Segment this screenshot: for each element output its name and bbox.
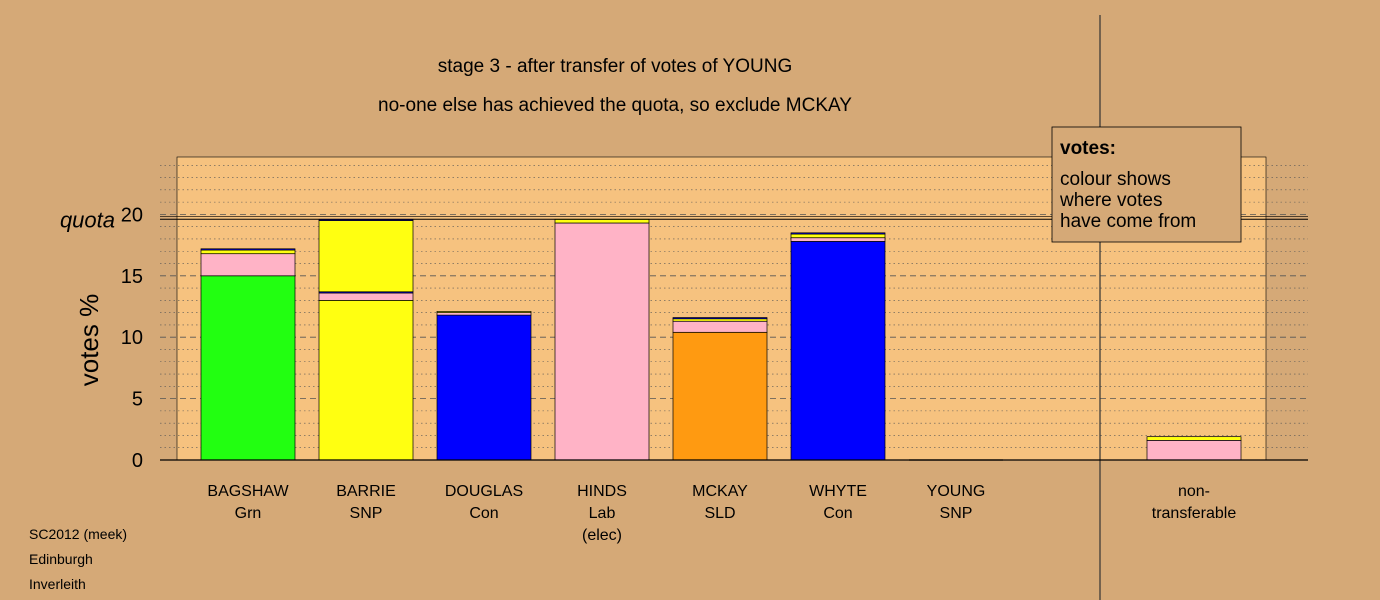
- y-axis-ticks: 0 5 10 15 20: [121, 204, 143, 472]
- bar-segment-whyte-con: [790, 241, 886, 461]
- y-axis-label: votes %: [74, 294, 104, 387]
- x-label-bagshaw-2: Grn: [235, 505, 262, 522]
- bar-segment-nontransferable-snp: [1146, 436, 1242, 441]
- y-tick-label: 20: [121, 204, 143, 226]
- bar-segment-bagshaw-lab: [200, 253, 296, 277]
- bar-segment-bagshaw-snp: [200, 249, 296, 255]
- x-label-hinds-1: HINDS: [577, 483, 627, 500]
- bars: [200, 218, 1242, 461]
- bar-segment-whyte-snp: [790, 233, 886, 239]
- x-label-douglas-1: DOUGLAS: [445, 483, 523, 500]
- x-label-nontransferable-1: non-: [1178, 483, 1210, 500]
- x-label-mckay-2: SLD: [704, 505, 735, 522]
- x-label-douglas-2: Con: [469, 505, 498, 522]
- bar-segment-bagshaw-grn: [200, 275, 296, 461]
- x-label-whyte-1: WHYTE: [809, 483, 867, 500]
- x-label-barrie-2: SNP: [350, 505, 383, 522]
- y-tick-label: 0: [132, 450, 143, 472]
- chart-subtitle: no-one else has achieved the quota, so e…: [378, 95, 852, 116]
- bar-segment-douglas-lab: [436, 312, 532, 316]
- bar-segment-whyte-con: [790, 232, 886, 235]
- bar-segment-nontransferable-lab: [1146, 440, 1242, 461]
- x-label-young-1: YOUNG: [927, 483, 986, 500]
- y-tick-label: 5: [132, 389, 143, 411]
- legend: votes: colour shows where votes have com…: [1051, 126, 1242, 243]
- bar-segment-barrie-lab: [318, 292, 414, 301]
- footer-line-3: Inverleith: [29, 576, 86, 592]
- x-label-whyte-2: Con: [823, 505, 852, 522]
- footer-line-2: Edinburgh: [29, 551, 93, 567]
- bar-segment-bagshaw-con: [200, 248, 296, 251]
- chart-title: stage 3 - after transfer of votes of YOU…: [438, 56, 792, 77]
- x-label-bagshaw-1: BAGSHAW: [207, 483, 289, 500]
- bar-segment-mckay-snp: [672, 318, 768, 322]
- bar-segment-mckay-con: [672, 317, 768, 320]
- bar-segment-barrie-snp: [318, 220, 414, 293]
- bar-segment-douglas-con: [436, 314, 532, 461]
- legend-line-3: have come from: [1060, 211, 1196, 232]
- x-label-barrie-1: BARRIE: [336, 483, 396, 500]
- bar-segment-mckay-sld: [672, 331, 768, 461]
- y-tick-label: 10: [121, 327, 143, 349]
- bar-segment-hinds-lab: [554, 222, 650, 461]
- legend-title: votes:: [1060, 138, 1116, 159]
- bar-segment-douglas-snp: [436, 311, 532, 313]
- y-tick-label: 15: [121, 266, 143, 288]
- legend-line-1: colour shows: [1060, 169, 1171, 190]
- legend-box: [1051, 126, 1242, 243]
- x-label-young-2: SNP: [940, 505, 973, 522]
- x-label-mckay-1: MCKAY: [692, 483, 748, 500]
- bar-segment-hinds-snp: [554, 218, 650, 224]
- x-label-hinds-2: Lab: [589, 505, 616, 522]
- x-label-nontransferable-2: transferable: [1152, 505, 1237, 522]
- bar-segment-barrie-snp: [318, 300, 414, 461]
- legend-line-2: where votes: [1059, 190, 1162, 211]
- footer-line-1: SC2012 (meek): [29, 526, 127, 542]
- x-axis-labels: BAGSHAW Grn BARRIE SNP DOUGLAS Con HINDS Lab (el…: [207, 483, 1236, 544]
- bar-segment-whyte-lab: [790, 237, 886, 242]
- x-label-hinds-3: (elec): [582, 527, 622, 544]
- quota-label: quota: [60, 207, 115, 232]
- bar-segment-mckay-lab: [672, 320, 768, 333]
